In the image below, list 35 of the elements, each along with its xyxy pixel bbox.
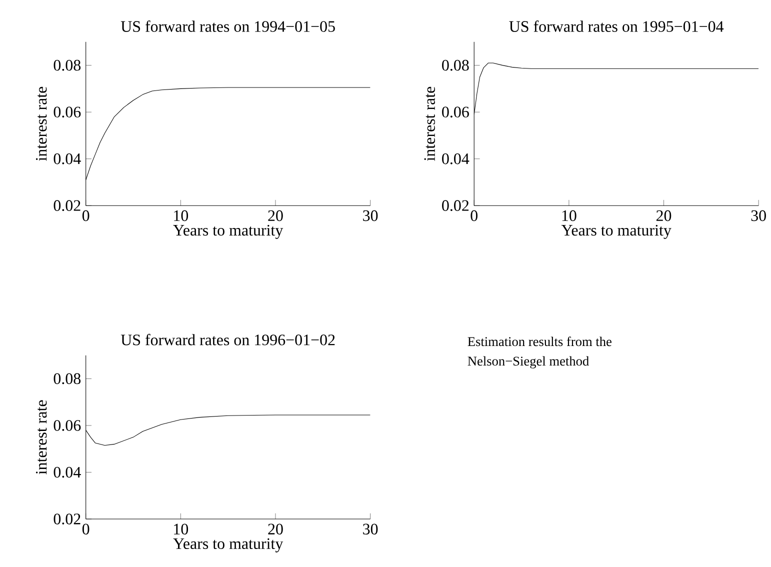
x-tick-label: 0 xyxy=(82,210,90,222)
x-axis-title: Years to maturity xyxy=(173,224,284,239)
x-tick-label: 30 xyxy=(751,210,766,222)
chart-title: US forward rates on 1995−01−04 xyxy=(509,20,724,32)
x-tick-label: 30 xyxy=(363,210,378,222)
y-axis-title: interest rate xyxy=(424,86,435,161)
text: Estimation results from the xyxy=(468,336,612,346)
chart-title: US forward rates on 1996−01−02 xyxy=(120,334,335,346)
text: Nelson−Siegel method xyxy=(468,356,589,368)
x-tick-label: 20 xyxy=(268,210,283,222)
y-axis-title: interest rate xyxy=(36,400,47,474)
y-tick-label: 0.06 xyxy=(442,106,469,118)
x-tick-label: 20 xyxy=(268,524,283,535)
y-tick-label: 0.08 xyxy=(54,60,81,71)
y-tick-label: 0.04 xyxy=(54,153,81,164)
x-axis-title: Years to maturity xyxy=(561,224,672,239)
y-tick-label: 0.04 xyxy=(54,466,81,478)
y-tick-label: 0.02 xyxy=(54,200,80,212)
y-tick-label: 0.06 xyxy=(54,420,81,431)
x-tick-label: 10 xyxy=(174,210,188,222)
x-tick-label: 30 xyxy=(363,524,378,535)
y-tick-label: 0.08 xyxy=(54,373,81,384)
x-tick-label: 10 xyxy=(562,210,576,222)
y-tick-label: 0.08 xyxy=(442,60,469,71)
y-axis-title: interest rate xyxy=(36,86,47,161)
x-tick-label: 0 xyxy=(82,524,90,535)
x-tick-label: 0 xyxy=(470,210,478,222)
y-tick-label: 0.02 xyxy=(442,200,469,212)
y-tick-label: 0.04 xyxy=(442,153,470,164)
y-tick-label: 0.06 xyxy=(54,106,81,118)
y-tick-label: 0.02 xyxy=(54,514,80,524)
chart-title: US forward rates on 1994−01−05 xyxy=(120,20,335,32)
x-axis-title: Years to maturity xyxy=(173,538,284,552)
x-tick-label: 20 xyxy=(656,210,672,222)
x-tick-label: 10 xyxy=(174,524,188,535)
